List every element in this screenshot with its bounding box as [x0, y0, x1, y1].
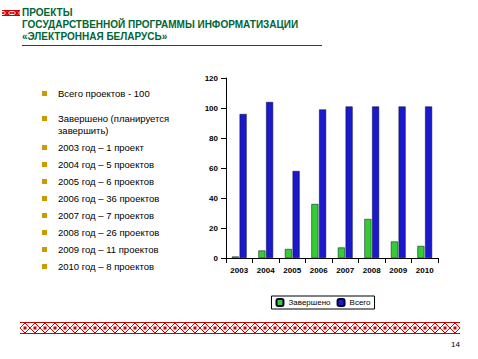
html-text:2005 год – 6 проектов: 2005 год – 6 проектов — [58, 176, 154, 187]
svg-text:80: 80 — [209, 134, 218, 143]
html-text:2007 год – 7 проектов: 2007 год – 7 проектов — [58, 210, 154, 221]
svg-text:2008: 2008 — [363, 266, 381, 275]
svg-text:40: 40 — [209, 194, 218, 203]
svg-text:0: 0 — [214, 254, 219, 263]
html-text:Завершено (планируется заверши: Завершено (планируется завершить) — [58, 113, 170, 136]
svg-text:Завершено: Завершено — [288, 298, 331, 307]
html-text:ПРОЕКТЫ: ПРОЕКТЫ — [22, 7, 73, 18]
svg-text:60: 60 — [209, 164, 218, 173]
html-text:14: 14 — [451, 340, 460, 349]
svg-text:2005: 2005 — [283, 266, 301, 275]
svg-text:Всего: Всего — [350, 298, 372, 307]
html-text:2008 год – 26 проектов: 2008 год – 26 проектов — [58, 227, 160, 238]
svg-text:2009: 2009 — [389, 266, 407, 275]
html-text:ГОСУДАРСТВЕННОЙ ПРОГРАММЫ ИНФО: ГОСУДАРСТВЕННОЙ ПРОГРАММЫ ИНФОРМАТИЗАЦИИ — [22, 19, 299, 30]
svg-text:2003: 2003 — [230, 266, 248, 275]
svg-text:2006: 2006 — [310, 266, 328, 275]
html-text:2006 год – 36 проектов: 2006 год – 36 проектов — [58, 193, 160, 204]
html-text:«ЭЛЕКТРОННАЯ БЕЛАРУСЬ»: «ЭЛЕКТРОННАЯ БЕЛАРУСЬ» — [22, 31, 168, 42]
html-text:2009 год – 11 проектов: 2009 год – 11 проектов — [58, 244, 159, 255]
svg-text:2007: 2007 — [336, 266, 354, 275]
svg-text:100: 100 — [205, 104, 219, 113]
svg-text:20: 20 — [209, 224, 218, 233]
svg-text:2004: 2004 — [257, 266, 275, 275]
html-text:Всего проектов - 100: Всего проектов - 100 — [58, 88, 150, 99]
html-text:2010 год – 8 проектов: 2010 год – 8 проектов — [58, 261, 154, 272]
html-text:2003 год – 1 проект: 2003 год – 1 проект — [58, 142, 144, 153]
svg-text:120: 120 — [205, 74, 219, 83]
html-text:2004 год – 5 проектов: 2004 год – 5 проектов — [58, 159, 154, 170]
svg-text:2010: 2010 — [416, 266, 434, 275]
